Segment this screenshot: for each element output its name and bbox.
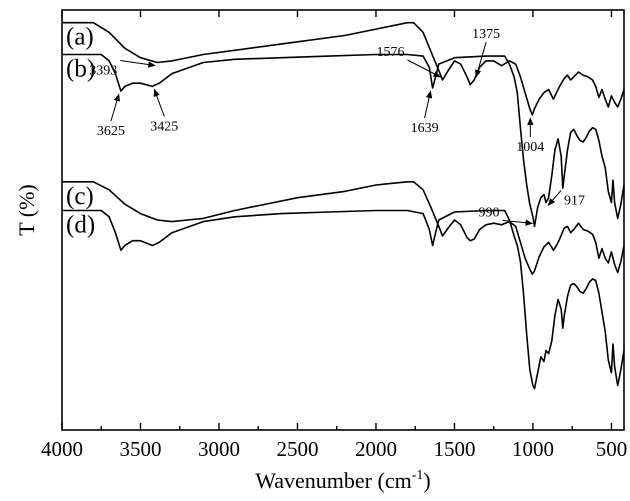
series-line-d (62, 209, 625, 390)
x-tick-label-3500: 3500 (119, 437, 161, 461)
series-label-a: (a) (66, 24, 94, 51)
annotation-1004: 1004 (516, 140, 544, 155)
x-tick-label-500: 500 (596, 437, 628, 461)
series-line-a (62, 21, 625, 116)
annotation-arrow-1375 (474, 41, 487, 78)
annotation-3625: 3625 (97, 124, 125, 139)
x-tick-label-3000: 3000 (198, 437, 240, 461)
series-label-d: (d) (66, 212, 95, 239)
annotation-arrow-1639 (424, 90, 433, 119)
annotation-1639: 1639 (411, 121, 439, 136)
annotation-1576: 1576 (377, 45, 405, 60)
x-tick-label-1000: 1000 (512, 437, 554, 461)
annotation-arrow-3425 (153, 88, 165, 117)
x-axis-title: Wavenumber (cm-1) (255, 468, 430, 493)
annotation-917: 917 (564, 194, 585, 209)
annotation-3393: 3393 (89, 64, 117, 79)
x-tick-label-1500: 1500 (433, 437, 475, 461)
x-tick-label-2000: 2000 (355, 437, 397, 461)
x-tick-label-2500: 2500 (276, 437, 318, 461)
series-label-b: (b) (66, 56, 95, 83)
annotation-arrow-990 (502, 219, 533, 226)
annotation-arrow-1576 (407, 59, 441, 78)
series-line-b (62, 53, 625, 228)
series-line-c (62, 181, 625, 275)
x-tick-label-4000: 4000 (41, 437, 83, 461)
plot-frame (61, 9, 625, 431)
series-label-c: (c) (66, 183, 94, 210)
x-axis-tick-labels: 4000 3500 3000 2500 2000 1500 1000 500 (41, 437, 627, 461)
annotation-arrow-3393 (120, 60, 156, 68)
x-axis-ticks (61, 10, 613, 430)
annotation-arrow-917 (547, 190, 562, 206)
annotation-1375: 1375 (472, 27, 500, 42)
y-axis-title: T (%) (14, 184, 39, 236)
annotation-990: 990 (479, 205, 500, 220)
x-axis-title-superscript: -1 (412, 468, 424, 483)
annotation-3425: 3425 (150, 119, 178, 134)
annotation-layer: 3393 1576 1375 1004 3625 3425 1639 990 917 (89, 27, 585, 226)
annotation-arrow-3625 (110, 93, 120, 122)
series-layer: (a) (b) (c)(d) (62, 21, 625, 390)
